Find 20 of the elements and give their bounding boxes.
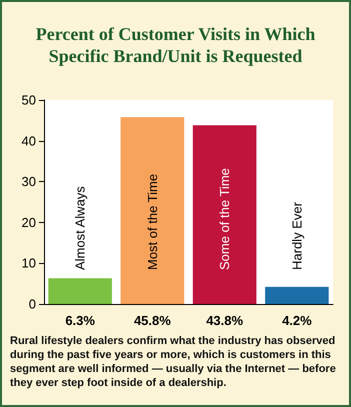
bar [192,125,256,304]
data-label: 45.8% [134,313,172,328]
y-tick-label: 50 [22,92,36,108]
x-tick-label: Some of the Time [217,168,232,270]
x-tick-label: Most of the Time [144,174,160,270]
x-tick-label: Almost Always [72,186,88,270]
y-tick-label: 40 [22,133,36,148]
y-tick-label: 30 [22,174,36,190]
y-tick-label: 20 [22,214,36,230]
y-tick-label: 10 [22,256,36,271]
chart-title: Percent of Customer Visits in Which Specific Brand/Unit is Requested [34,23,316,68]
data-label: 6.3% [65,313,96,328]
x-tick-label: Hardly Ever [289,201,304,270]
data-label: 43.8% [206,313,244,328]
bar [48,278,112,304]
data-label: 4.2% [282,313,312,328]
bar [120,117,184,304]
text: Rural lifestyle dealers confirm what the industry has observed during the past five years or more, which is customers in this segment are well informed — usually via the Internet — before they ever step foot inside of a dealership. [9,334,337,391]
y-tick-label: 0 [28,296,36,312]
bar [265,286,329,304]
